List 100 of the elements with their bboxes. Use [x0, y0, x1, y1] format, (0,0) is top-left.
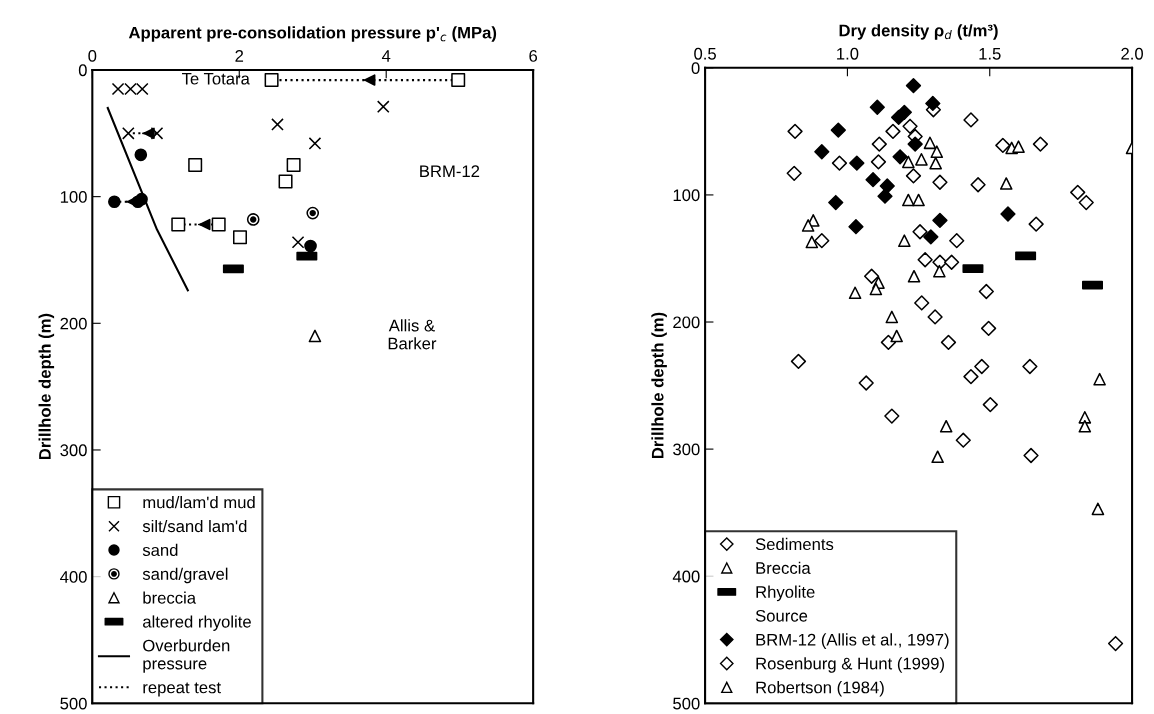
point — [892, 149, 908, 165]
point — [1012, 140, 1025, 153]
legend-label: silt/sand lam'd — [142, 519, 247, 533]
legend-label: repeat test — [143, 682, 221, 697]
y-tick-label: 300 — [60, 444, 87, 457]
point — [1078, 194, 1094, 211]
point — [931, 450, 944, 464]
x-axis-title: Apparent pre-consolidation pressure p'$_{c}$ (MPa) — [128, 26, 497, 42]
point — [963, 369, 979, 385]
point — [134, 148, 148, 162]
point — [830, 122, 846, 138]
point — [814, 233, 830, 249]
point — [848, 286, 862, 300]
point — [1000, 206, 1016, 222]
point — [978, 283, 994, 300]
legend-label: altered rhyolite — [143, 615, 251, 631]
y-axis-title: Drillhole depth (m) — [38, 313, 55, 460]
point — [849, 155, 865, 171]
point — [801, 219, 815, 232]
point — [890, 329, 903, 343]
point — [805, 235, 819, 249]
point — [974, 358, 990, 375]
y-tick-label: 300 — [673, 443, 700, 456]
point — [188, 157, 203, 172]
point — [917, 252, 933, 268]
point — [306, 206, 320, 220]
point — [1022, 358, 1038, 375]
point — [923, 136, 937, 150]
annotation: BRM-12 — [420, 165, 480, 177]
point — [939, 419, 953, 433]
point — [907, 269, 921, 283]
point — [871, 136, 887, 152]
point — [943, 254, 960, 270]
annotation: Source — [755, 609, 808, 622]
y-tick-label: 500 — [673, 697, 700, 710]
legend-label: sand/gravel — [142, 567, 228, 584]
point — [1028, 216, 1044, 232]
legend-label: BRM-12 (Allis et al., 1997) — [756, 633, 949, 649]
point — [1093, 372, 1106, 386]
point — [858, 375, 874, 391]
point — [848, 219, 864, 235]
point — [879, 178, 895, 194]
point — [376, 100, 390, 114]
point — [786, 165, 802, 181]
point — [896, 104, 912, 120]
annotation: Rosenburg & Hunt (1999) — [756, 657, 944, 673]
x-tick-label: 0 — [88, 50, 97, 62]
point — [291, 235, 305, 249]
y-tick-label: 400 — [60, 571, 87, 583]
point — [940, 334, 957, 350]
point — [955, 432, 971, 448]
point — [982, 396, 998, 413]
x-tick-label: 0.5 — [694, 47, 716, 60]
point — [1107, 635, 1124, 652]
y-tick-label: 100 — [60, 191, 87, 203]
point — [108, 195, 121, 209]
point — [907, 136, 923, 152]
y-axis-title: Drillhole depth (m) — [651, 312, 667, 459]
point — [912, 193, 925, 207]
point — [814, 144, 830, 160]
point — [884, 408, 900, 424]
point — [905, 77, 922, 94]
point — [915, 153, 928, 166]
point — [246, 213, 260, 226]
point — [308, 329, 322, 343]
point — [271, 118, 284, 131]
point — [451, 73, 466, 88]
point — [1078, 419, 1092, 433]
point — [912, 224, 928, 240]
point — [885, 310, 899, 324]
point — [831, 155, 848, 171]
point — [278, 174, 293, 189]
point — [870, 154, 887, 170]
point — [932, 174, 948, 190]
y-tick-label: 500 — [60, 697, 87, 710]
point — [122, 126, 135, 140]
point — [898, 234, 911, 247]
x-axis-title: Dry density ρ$_{d}$ (t/m³) — [839, 24, 998, 40]
y-tick-label: 400 — [672, 570, 700, 583]
point — [1091, 502, 1105, 516]
point — [932, 212, 948, 228]
point — [925, 95, 941, 112]
point — [211, 217, 226, 232]
point — [264, 73, 279, 88]
x-tick-label: 4 — [381, 50, 391, 62]
point — [902, 118, 918, 134]
y-tick-label: 100 — [673, 189, 700, 202]
point — [150, 126, 164, 140]
point — [828, 194, 844, 211]
x-tick-label: 2.0 — [1121, 47, 1144, 60]
x-tick-label: 1.5 — [979, 48, 1001, 60]
point — [304, 239, 317, 253]
y-tick-label: 0 — [78, 64, 87, 77]
point — [286, 157, 301, 172]
point — [1023, 447, 1039, 464]
point — [929, 156, 942, 170]
point — [790, 353, 807, 370]
legend-label: Breccia — [756, 561, 811, 574]
point — [787, 123, 803, 140]
point — [1032, 136, 1049, 152]
